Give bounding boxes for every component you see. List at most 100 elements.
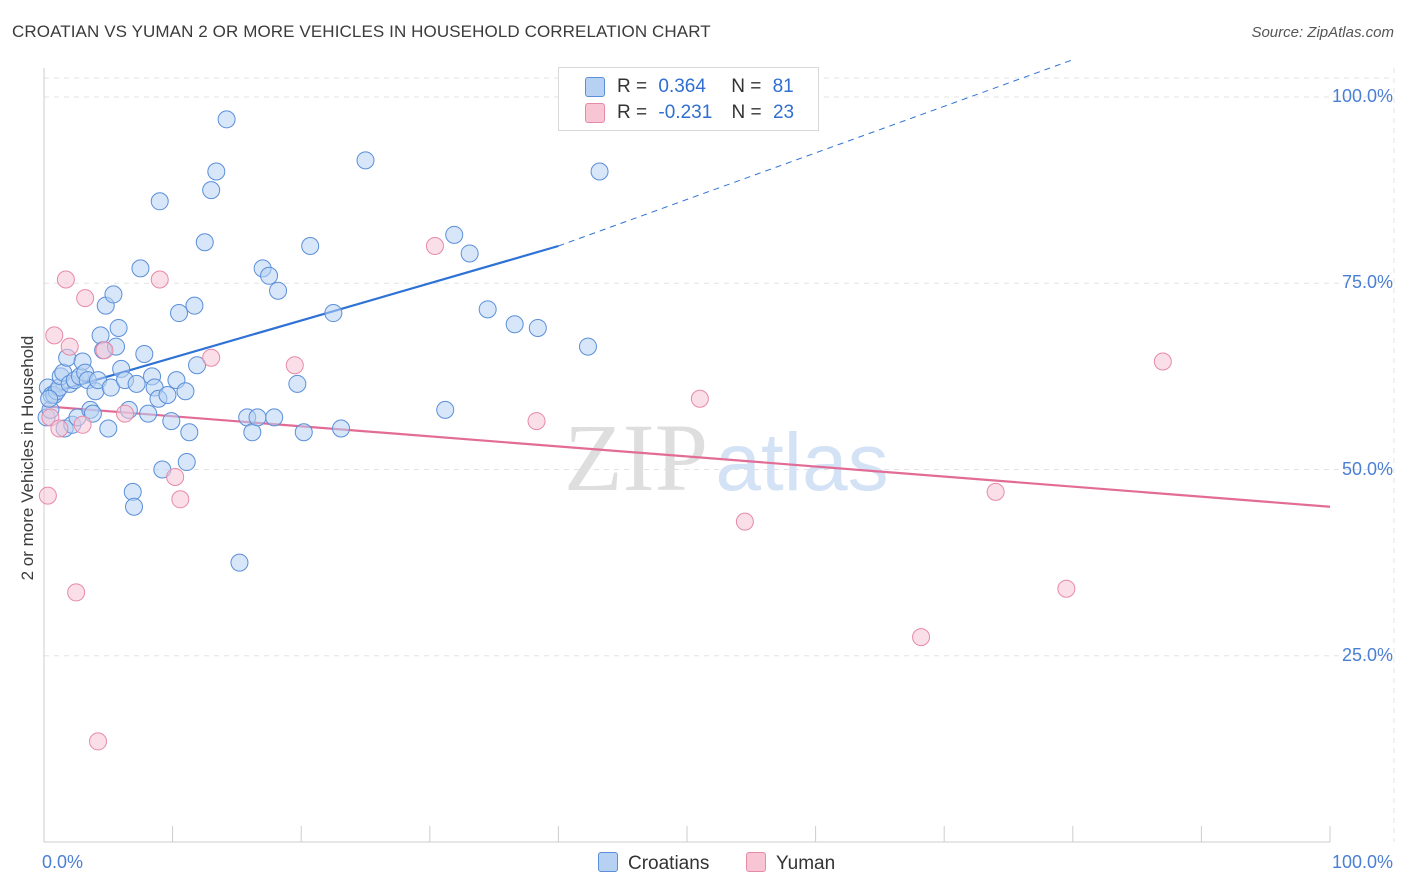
point-croatians	[260, 266, 279, 285]
point-yuman	[116, 404, 135, 423]
point-croatians	[478, 300, 497, 319]
point-croatians	[99, 419, 118, 438]
point-croatians	[288, 374, 307, 393]
point-yuman	[45, 326, 64, 345]
y-tick-label: 100.0%	[1331, 86, 1393, 106]
point-yuman	[67, 583, 86, 602]
n-label: N =	[731, 102, 762, 123]
n-value-croatians: 81	[772, 76, 794, 97]
point-croatians	[40, 389, 59, 408]
point-croatians	[180, 423, 199, 442]
point-croatians	[131, 259, 150, 278]
point-yuman	[166, 467, 185, 486]
point-yuman	[1057, 579, 1076, 598]
r-value-yuman: -0.231	[658, 102, 713, 123]
legend-swatch-croatians	[585, 77, 605, 97]
point-croatians	[125, 497, 144, 516]
axes	[43, 68, 1331, 843]
point-croatians	[109, 318, 128, 337]
n-value-yuman: 23	[772, 102, 795, 123]
y-tick-label: 25.0%	[1341, 644, 1393, 665]
stats-legend: R = 0.364 N = 81 R = -0.231 N = 23	[558, 67, 819, 131]
point-croatians	[158, 386, 177, 404]
legend-text-yuman: R = -0.231 N = 23	[617, 102, 794, 124]
point-croatians	[505, 315, 524, 334]
n-label: N =	[731, 76, 762, 97]
point-yuman	[150, 270, 169, 289]
point-croatians	[135, 345, 154, 364]
point-croatians	[460, 244, 479, 263]
data-points	[37, 110, 1172, 751]
point-yuman	[202, 348, 221, 367]
point-croatians	[590, 162, 609, 181]
point-croatians	[445, 225, 464, 244]
point-croatians	[195, 233, 214, 252]
r-label: R =	[617, 76, 648, 97]
point-yuman	[76, 289, 95, 308]
point-croatians	[332, 419, 351, 438]
source-label: Source: ZipAtlas.com	[1251, 24, 1394, 41]
point-croatians	[207, 162, 226, 181]
point-croatians	[436, 400, 455, 419]
point-croatians	[356, 151, 375, 170]
trend-extension-croatians	[558, 59, 1073, 247]
point-croatians	[269, 281, 288, 300]
point-yuman	[38, 486, 57, 505]
r-value-croatians: 0.364	[658, 76, 706, 97]
point-yuman	[171, 490, 190, 509]
point-croatians	[101, 378, 120, 397]
point-croatians	[528, 318, 547, 337]
point-yuman	[50, 419, 69, 438]
point-croatians	[170, 304, 189, 323]
legend-swatch-yuman	[585, 103, 605, 123]
point-croatians	[176, 382, 195, 401]
point-croatians	[578, 337, 597, 356]
series-legend-croatians: Croatians	[598, 852, 709, 875]
series-label-croatians: Croatians	[628, 853, 710, 874]
series-swatch-yuman	[746, 852, 766, 872]
point-yuman	[425, 237, 444, 255]
point-yuman	[73, 415, 92, 434]
point-croatians	[123, 482, 142, 501]
x-tick-label-max: 100.0%	[1331, 852, 1393, 872]
point-croatians	[217, 110, 236, 129]
y-tick-label: 75.0%	[1341, 272, 1393, 293]
point-yuman	[912, 628, 931, 647]
y-axis-label: 2 or more Vehicles in Household	[18, 335, 37, 581]
point-croatians	[185, 296, 204, 315]
series-label-yuman: Yuman	[776, 853, 836, 874]
y-tick-label: 50.0%	[1341, 458, 1393, 479]
point-croatians	[150, 192, 169, 211]
point-yuman	[56, 270, 75, 289]
series-swatch-croatians	[598, 852, 618, 872]
point-croatians	[202, 181, 221, 200]
point-croatians	[294, 423, 313, 442]
point-croatians	[188, 356, 207, 375]
point-croatians	[177, 453, 196, 472]
point-yuman	[527, 412, 546, 431]
point-croatians	[104, 285, 123, 304]
point-croatians	[139, 404, 158, 423]
point-yuman	[690, 389, 709, 408]
r-label: R =	[617, 102, 648, 123]
point-croatians	[91, 326, 110, 345]
point-yuman	[986, 482, 1005, 501]
point-croatians	[230, 553, 249, 572]
point-croatians	[83, 404, 102, 423]
point-yuman	[735, 512, 754, 531]
series-legend-yuman: Yuman	[746, 852, 835, 875]
point-yuman	[285, 356, 304, 375]
x-tick-label-min: 0.0%	[42, 852, 84, 872]
point-yuman	[1153, 352, 1172, 371]
watermark-zip: ZIP	[564, 404, 708, 511]
point-yuman	[60, 337, 79, 356]
point-croatians	[162, 412, 181, 431]
watermark-atlas: atlas	[715, 417, 888, 508]
watermark: ZIP atlas	[564, 404, 889, 511]
point-croatians	[127, 374, 146, 393]
point-croatians	[324, 304, 343, 323]
legend-text-croatians: R = 0.364 N = 81	[617, 76, 794, 98]
point-yuman	[89, 732, 108, 751]
point-yuman	[95, 341, 114, 360]
